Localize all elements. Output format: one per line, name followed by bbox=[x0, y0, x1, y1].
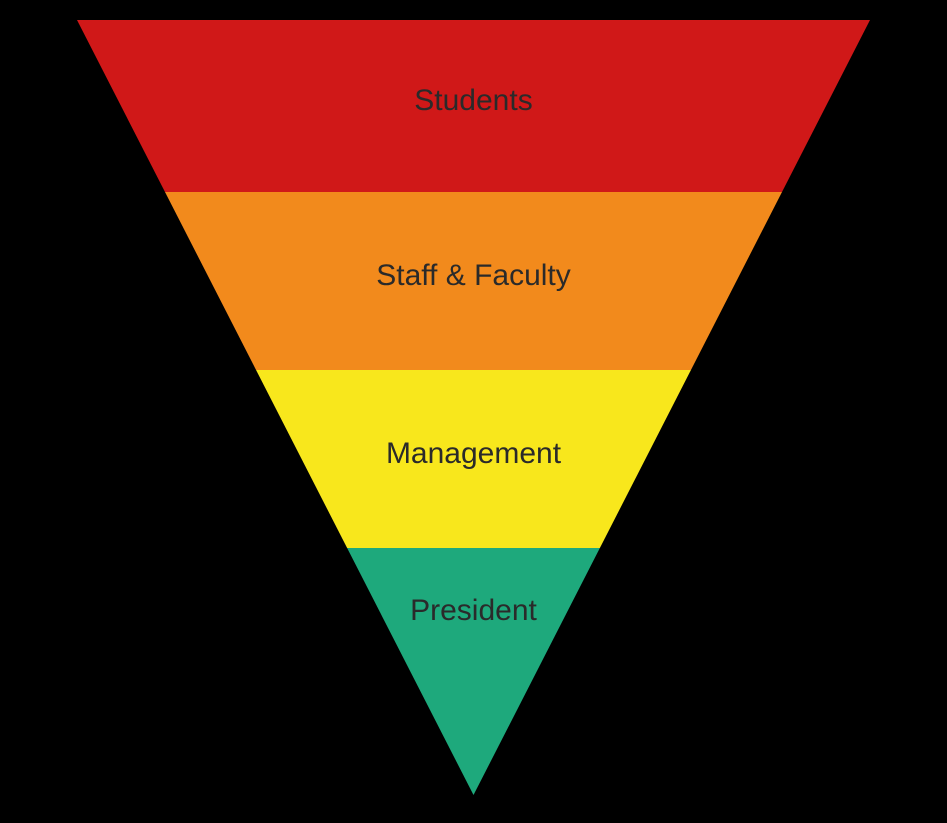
inverted-pyramid-diagram: Students Staff & Faculty Management Pres… bbox=[0, 0, 947, 823]
pyramid-svg bbox=[0, 0, 947, 823]
band-label-president: President bbox=[0, 594, 947, 628]
pyramid-band-3 bbox=[347, 548, 600, 795]
band-label-management: Management bbox=[0, 437, 947, 471]
band-label-staff-faculty: Staff & Faculty bbox=[0, 259, 947, 293]
band-label-students: Students bbox=[0, 84, 947, 118]
